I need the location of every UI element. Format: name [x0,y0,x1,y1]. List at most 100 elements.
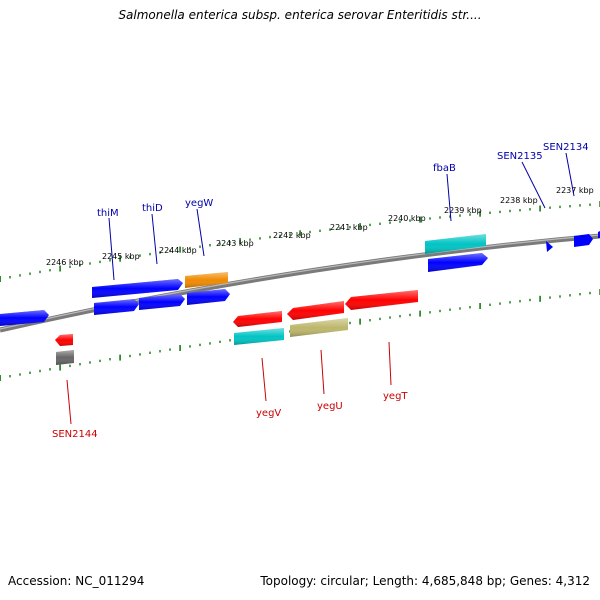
scale-major-tick [539,295,541,302]
scale-minor-tick [9,375,11,378]
gene-SEN2144-sheen [55,334,73,346]
scale-minor-tick [149,351,151,354]
scale-minor-tick [369,319,371,322]
gene-yegW-sheen [185,272,228,288]
scale-major-tick [539,205,541,212]
scale-minor-tick [9,276,11,279]
scale-major-tick [479,303,481,309]
scale-minor-tick [139,254,141,257]
leader-line-fbaB [446,173,452,222]
gene-SEN2134[interactable] [574,234,593,247]
scale-label: 2239 kbp [444,206,482,215]
scale-minor-tick [259,237,261,240]
scale-label: 2242 kbp [273,231,311,240]
scale-major-tick [0,375,1,381]
scale-minor-tick [579,293,581,296]
leader-line-SEN2134 [565,152,575,197]
scale-minor-tick [469,213,471,216]
gene-label-thiM[interactable]: thiM [97,208,119,219]
scale-minor-tick [69,265,71,268]
scale-minor-tick [489,303,491,306]
scale-minor-tick [459,307,461,310]
genome-stats: Topology: circular; Length: 4,685,848 bp… [260,574,590,588]
leader-line-SEN2135 [521,161,546,209]
scale-minor-tick [429,311,431,314]
scale-label: 2246 kbp [46,258,84,267]
scale-minor-tick [129,354,131,358]
scale-label: 2240 kbp [388,214,426,223]
gene-label-thiD[interactable]: thiD [142,203,163,214]
scale-minor-tick [29,272,31,275]
genome-title: Salmonella enterica subsp. enterica sero… [118,8,482,22]
gene-yegW-part2-sheen [187,289,230,305]
scale-minor-tick [49,269,51,272]
scale-minor-tick [219,242,221,245]
scale-minor-tick [209,342,211,345]
scale-minor-tick [529,208,531,211]
scale-minor-tick [129,255,131,259]
leader-line-thiD [151,213,158,265]
gene-label-SEN2144[interactable]: SEN2144 [52,429,98,440]
scale-minor-tick [219,340,221,343]
scale-label: 2241 kbp [330,223,368,232]
scale-minor-tick [19,373,21,376]
scale-minor-tick [549,296,551,299]
scale-minor-tick [549,206,551,209]
scale-minor-tick [209,244,211,247]
scale-minor-tick [439,216,441,219]
gene-SEN2144-other-sheen [56,350,74,365]
scale-major-tick [299,230,301,237]
scale-label: 2244 kbp [159,246,197,255]
scale-label: 2245 kbp [102,252,140,261]
scale-major-tick [179,246,181,253]
genome-backbone [0,233,600,333]
scale-minor-tick [159,350,161,353]
gene-label-yegU[interactable]: yegU [317,401,343,412]
forward-scale-track [0,201,600,282]
gene-label-fbaB[interactable]: fbaB [433,163,456,174]
scale-minor-tick [589,203,591,206]
forward-genes [0,231,600,326]
gene-yegV-sheen [233,311,282,327]
scale-minor-tick [309,230,311,234]
gene-fbaB-sheen [428,253,488,272]
scale-minor-tick [29,371,31,374]
gene-label-yegW[interactable]: yegW [185,198,213,209]
scale-major-tick [359,223,361,230]
scale-major-tick [239,238,241,245]
scale-major-tick [119,255,121,262]
scale-minor-tick [249,238,251,241]
gene-yegT-sheen [345,290,418,310]
scale-minor-tick [189,345,191,348]
scale-label: 2237 kbp [556,186,594,195]
scale-label: 2243 kbp [216,239,254,248]
scale-minor-tick [99,260,101,264]
reverse-gene-labels: SEN2144 yegV yegU yegT [52,341,408,440]
scale-major-tick [119,354,121,361]
scale-minor-tick [159,251,161,254]
scale-minor-tick [569,205,571,208]
gene-label-yegT[interactable]: yegT [383,391,408,402]
scale-minor-tick [509,209,511,213]
scale-minor-tick [459,214,461,217]
scale-minor-tick [499,210,501,214]
scale-minor-tick [279,234,281,237]
gene-SEN2135[interactable] [546,241,553,252]
scale-minor-tick [569,294,571,297]
scale-minor-tick [489,211,491,214]
gene-label-SEN2134[interactable]: SEN2134 [543,142,589,153]
gene-label-yegV[interactable]: yegV [256,408,281,419]
leader-line-yegW [196,208,205,257]
leader-line-yegV [261,357,267,402]
scale-minor-tick [579,204,581,207]
scale-minor-tick [39,270,41,274]
scale-minor-tick [499,302,501,305]
scale-minor-tick [169,348,171,351]
gene-label-SEN2135[interactable]: SEN2135 [497,151,543,162]
scale-minor-tick [339,227,341,230]
gene-yegV-rna-sheen [234,328,284,345]
scale-minor-tick [389,316,391,319]
scale-minor-tick [559,205,561,209]
scale-minor-tick [269,235,271,239]
